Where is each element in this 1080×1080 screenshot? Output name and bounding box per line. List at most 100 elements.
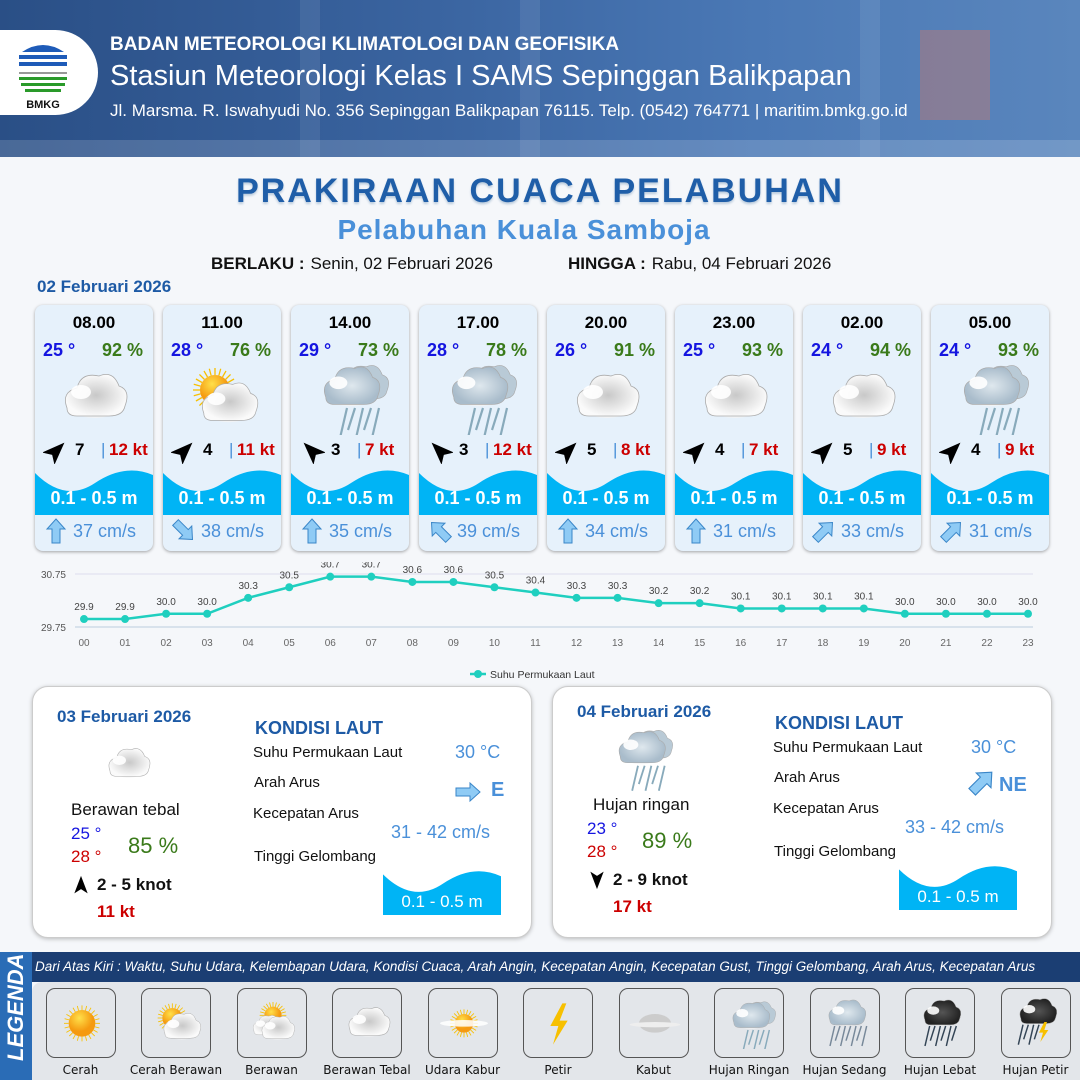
- data-label: 30.3: [238, 581, 258, 592]
- weather-condition: Berawan tebal: [71, 800, 180, 819]
- data-point[interactable]: [777, 604, 786, 613]
- legend-item: Kabut: [606, 988, 701, 1077]
- humidity: 76 %: [229, 340, 271, 360]
- kabut-icon: [629, 1014, 680, 1033]
- wave-height: 0.1 - 0.5 m: [401, 892, 483, 911]
- hujan-ringan-icon: [451, 365, 517, 439]
- wind-direction-icon: [939, 442, 961, 464]
- legend-item-label: Hujan Lebat: [903, 1063, 977, 1077]
- wave-height: 0.1 - 0.5 m: [917, 887, 999, 906]
- berawan-tebal-icon: [64, 373, 128, 418]
- current-info: 34 cm/s: [555, 518, 665, 544]
- air-temperature: 25 °: [683, 340, 716, 360]
- humidity: 78 %: [485, 340, 527, 360]
- cerah-icon: [63, 1005, 100, 1042]
- gust-speed: 7 kt: [749, 440, 779, 459]
- data-label: 30.2: [649, 586, 669, 597]
- x-tick-label: 15: [694, 638, 706, 649]
- hujan-sedang-icon: [828, 999, 867, 1047]
- legend-item: Petir: [511, 988, 606, 1077]
- current-info: 31 cm/s: [683, 518, 793, 544]
- data-point[interactable]: [121, 615, 130, 624]
- data-label: 30.6: [403, 565, 423, 576]
- wave-height: 0.1 - 0.5 m: [306, 488, 394, 508]
- data-point[interactable]: [203, 609, 212, 618]
- current-info: 38 cm/s: [171, 518, 281, 544]
- data-point[interactable]: [80, 615, 88, 624]
- forecast-time: 05.00: [968, 313, 1012, 332]
- data-point[interactable]: [900, 609, 909, 618]
- legend-item-label: Berawan Tebal: [323, 1063, 411, 1077]
- legend-item-label: Petir: [544, 1063, 572, 1077]
- data-point[interactable]: [408, 577, 417, 586]
- humidity: 94 %: [869, 340, 911, 360]
- current-direction-icon: [301, 518, 323, 544]
- humidity: 93 %: [741, 340, 783, 360]
- data-point[interactable]: [244, 593, 253, 602]
- data-label: 30.7: [321, 562, 341, 571]
- data-point[interactable]: [326, 572, 335, 581]
- x-tick-label: 06: [325, 638, 337, 649]
- data-point[interactable]: [490, 583, 499, 592]
- gust-speed: 9 kt: [1005, 440, 1035, 459]
- current-direction-icon: [968, 771, 993, 796]
- current-direction-icon: [430, 521, 453, 544]
- legend-item-label: Hujan Ringan: [708, 1063, 790, 1077]
- data-point[interactable]: [367, 572, 376, 581]
- x-tick-label: 20: [899, 638, 911, 649]
- port-name: Pelabuhan Kuala Samboja: [337, 214, 711, 245]
- current-direction-label: Arah Arus: [774, 769, 840, 786]
- data-label: 30.3: [608, 581, 628, 592]
- data-point[interactable]: [654, 599, 663, 608]
- sst-line: [84, 575, 1028, 621]
- wind-info: 7 | 12 kt: [41, 438, 151, 464]
- wind-info: 3 | 7 kt: [297, 438, 407, 464]
- wave-icon: [899, 866, 1017, 910]
- air-temperature: 24 °: [811, 340, 844, 360]
- data-point[interactable]: [531, 588, 540, 597]
- data-point[interactable]: [572, 593, 581, 602]
- x-tick-label: 01: [119, 638, 131, 649]
- legend-marker: [474, 670, 482, 678]
- data-point[interactable]: [859, 604, 868, 613]
- legend-item: Udara Kabur: [415, 988, 510, 1077]
- legend-item: Cerah Berawan: [129, 988, 224, 1077]
- data-point[interactable]: [818, 604, 827, 613]
- data-point[interactable]: [941, 609, 950, 618]
- cerah-berawan-icon: [157, 1003, 202, 1040]
- hourly-card: 20.00 26 ° 91 % 5 | 8 kt 0.1 - 0.5 m 34 cm…: [547, 305, 665, 551]
- data-point[interactable]: [613, 593, 622, 602]
- wind-range: 2 - 9 knot: [613, 870, 688, 889]
- y-tick-label: 30.75: [41, 570, 66, 581]
- wave-icon: [419, 470, 537, 515]
- data-point[interactable]: [982, 609, 991, 618]
- cerah-berawan-icon: [193, 368, 259, 423]
- data-label: 30.1: [813, 591, 833, 602]
- forecast-time: 02.00: [840, 313, 884, 332]
- wind-info: 5 | 9 kt: [809, 438, 919, 464]
- legend-sidebar: LEGENDA: [0, 952, 32, 1080]
- udara-kabur-icon: [439, 1009, 488, 1038]
- wind-info: 4 | 7 kt: [681, 438, 791, 464]
- wind-direction-icon: [590, 871, 604, 890]
- data-point[interactable]: [449, 577, 458, 586]
- wind-direction-icon: [43, 442, 65, 464]
- legend-item: Berawan Tebal: [320, 988, 415, 1077]
- air-temperature: 26 °: [555, 340, 588, 360]
- x-tick-label: 22: [981, 638, 993, 649]
- valid-to-value: Rabu, 04 Februari 2026: [651, 254, 832, 273]
- data-point[interactable]: [285, 583, 294, 592]
- data-point[interactable]: [1024, 609, 1032, 618]
- hourly-card: 17.00 28 ° 78 % 3 | 12 kt 0.1 - 0.5 m 39 c…: [419, 305, 537, 551]
- legend-item: Hujan Ringan: [702, 988, 797, 1077]
- data-point[interactable]: [695, 599, 704, 608]
- sst-label: Suhu Permukaan Laut: [773, 739, 923, 756]
- data-point[interactable]: [736, 604, 745, 613]
- humidity: 73 %: [357, 340, 399, 360]
- data-point[interactable]: [162, 609, 171, 618]
- forecast-time: 11.00: [201, 313, 243, 332]
- current-speed: 38 cm/s: [201, 521, 265, 541]
- svg-text:BMKG: BMKG: [26, 99, 60, 111]
- current-direction-label: Arah Arus: [254, 774, 320, 791]
- gust-speed: 12 kt: [493, 440, 532, 459]
